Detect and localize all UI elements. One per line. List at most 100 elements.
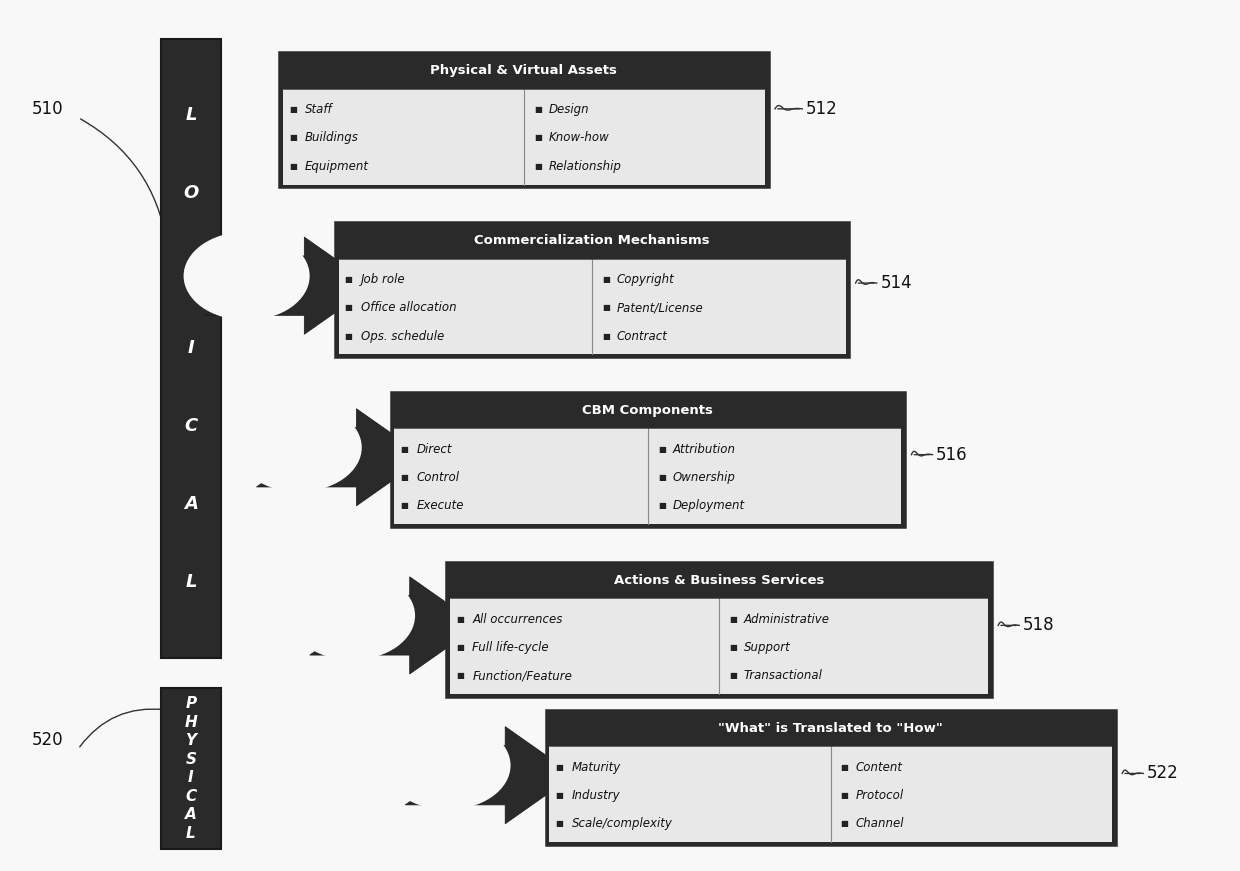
- Text: 518: 518: [1023, 617, 1055, 634]
- FancyArrowPatch shape: [79, 709, 165, 746]
- Text: ■: ■: [456, 643, 464, 652]
- Text: ■: ■: [289, 105, 296, 114]
- Text: Deployment: Deployment: [672, 499, 745, 512]
- Polygon shape: [205, 237, 373, 334]
- Text: Content: Content: [856, 760, 903, 773]
- Text: I: I: [187, 340, 195, 357]
- Text: ■: ■: [841, 820, 848, 828]
- Polygon shape: [310, 577, 479, 674]
- Bar: [394, 429, 901, 524]
- Text: Scale/complexity: Scale/complexity: [572, 817, 672, 830]
- Text: ■: ■: [841, 791, 848, 800]
- Text: Administrative: Administrative: [744, 612, 830, 625]
- Text: Protocol: Protocol: [856, 789, 904, 802]
- Text: ■: ■: [603, 332, 610, 341]
- Text: Execute: Execute: [417, 499, 464, 512]
- Text: Office allocation: Office allocation: [361, 301, 456, 314]
- Text: Transactional: Transactional: [744, 669, 823, 682]
- Text: ■: ■: [556, 791, 563, 800]
- Text: G: G: [184, 261, 198, 280]
- Text: O: O: [184, 184, 198, 202]
- Bar: [283, 89, 765, 185]
- Text: ■: ■: [729, 672, 737, 680]
- Text: 510: 510: [31, 100, 63, 118]
- Text: ■: ■: [345, 275, 352, 284]
- Text: Copyright: Copyright: [618, 273, 675, 286]
- Text: H: H: [185, 715, 197, 730]
- Text: Function/Feature: Function/Feature: [472, 669, 573, 682]
- Text: A: A: [184, 495, 198, 513]
- Text: Patent/License: Patent/License: [618, 301, 703, 314]
- Bar: [335, 222, 849, 357]
- Text: Equipment: Equipment: [305, 159, 370, 172]
- Text: ■: ■: [456, 672, 464, 680]
- Bar: [546, 710, 1116, 845]
- Text: ■: ■: [556, 763, 563, 772]
- Text: ■: ■: [533, 162, 542, 171]
- Text: L: L: [185, 572, 197, 591]
- Text: 522: 522: [1147, 765, 1179, 782]
- Text: ■: ■: [657, 473, 666, 483]
- Text: L: L: [186, 826, 196, 841]
- Bar: [279, 52, 769, 187]
- Bar: [161, 688, 221, 849]
- Text: Direct: Direct: [417, 442, 453, 456]
- Text: ■: ■: [533, 105, 542, 114]
- Bar: [339, 259, 846, 354]
- Text: Full life-cycle: Full life-cycle: [472, 641, 549, 654]
- Text: Design: Design: [549, 103, 589, 116]
- Text: Physical & Virtual Assets: Physical & Virtual Assets: [430, 64, 618, 77]
- Text: Attribution: Attribution: [672, 442, 735, 456]
- Bar: [549, 746, 1112, 842]
- Text: Support: Support: [744, 641, 791, 654]
- Text: ■: ■: [401, 473, 408, 483]
- Circle shape: [289, 571, 415, 660]
- Text: L: L: [185, 106, 197, 125]
- Polygon shape: [405, 726, 574, 824]
- Text: Job role: Job role: [361, 273, 405, 286]
- Text: ■: ■: [401, 445, 408, 454]
- Text: ■: ■: [603, 275, 610, 284]
- Bar: [161, 39, 221, 658]
- Text: ■: ■: [556, 820, 563, 828]
- Text: Ops. schedule: Ops. schedule: [361, 329, 444, 342]
- Bar: [450, 598, 988, 694]
- Text: Know-how: Know-how: [549, 132, 609, 145]
- Text: ■: ■: [456, 615, 464, 624]
- Circle shape: [384, 721, 511, 810]
- Text: ■: ■: [657, 502, 666, 510]
- Text: ■: ■: [345, 332, 352, 341]
- Polygon shape: [257, 408, 425, 506]
- Text: C: C: [185, 789, 197, 804]
- Text: All occurrences: All occurrences: [472, 612, 563, 625]
- Text: Buildings: Buildings: [305, 132, 358, 145]
- Text: Ownership: Ownership: [672, 471, 735, 484]
- Text: Staff: Staff: [305, 103, 332, 116]
- Text: Contract: Contract: [618, 329, 668, 342]
- Text: ■: ■: [533, 133, 542, 143]
- Text: ■: ■: [289, 133, 296, 143]
- Text: Actions & Business Services: Actions & Business Services: [614, 573, 825, 586]
- Text: ■: ■: [401, 502, 408, 510]
- Text: ■: ■: [345, 303, 352, 313]
- Text: Commercialization Mechanisms: Commercialization Mechanisms: [474, 233, 711, 246]
- Text: Industry: Industry: [572, 789, 620, 802]
- Text: Control: Control: [417, 471, 460, 484]
- Text: ■: ■: [729, 643, 737, 652]
- Text: Maturity: Maturity: [572, 760, 621, 773]
- Text: ■: ■: [841, 763, 848, 772]
- Text: Y: Y: [186, 733, 196, 748]
- Circle shape: [236, 403, 362, 492]
- Text: 516: 516: [936, 446, 968, 463]
- Bar: [446, 562, 992, 697]
- Text: ■: ■: [289, 162, 296, 171]
- Text: ■: ■: [657, 445, 666, 454]
- Text: 514: 514: [880, 274, 913, 292]
- Text: C: C: [185, 417, 197, 436]
- Text: 520: 520: [31, 732, 63, 749]
- Text: P: P: [186, 696, 196, 712]
- Text: Channel: Channel: [856, 817, 904, 830]
- Text: 512: 512: [806, 100, 838, 118]
- Text: ■: ■: [603, 303, 610, 313]
- Bar: [391, 392, 905, 527]
